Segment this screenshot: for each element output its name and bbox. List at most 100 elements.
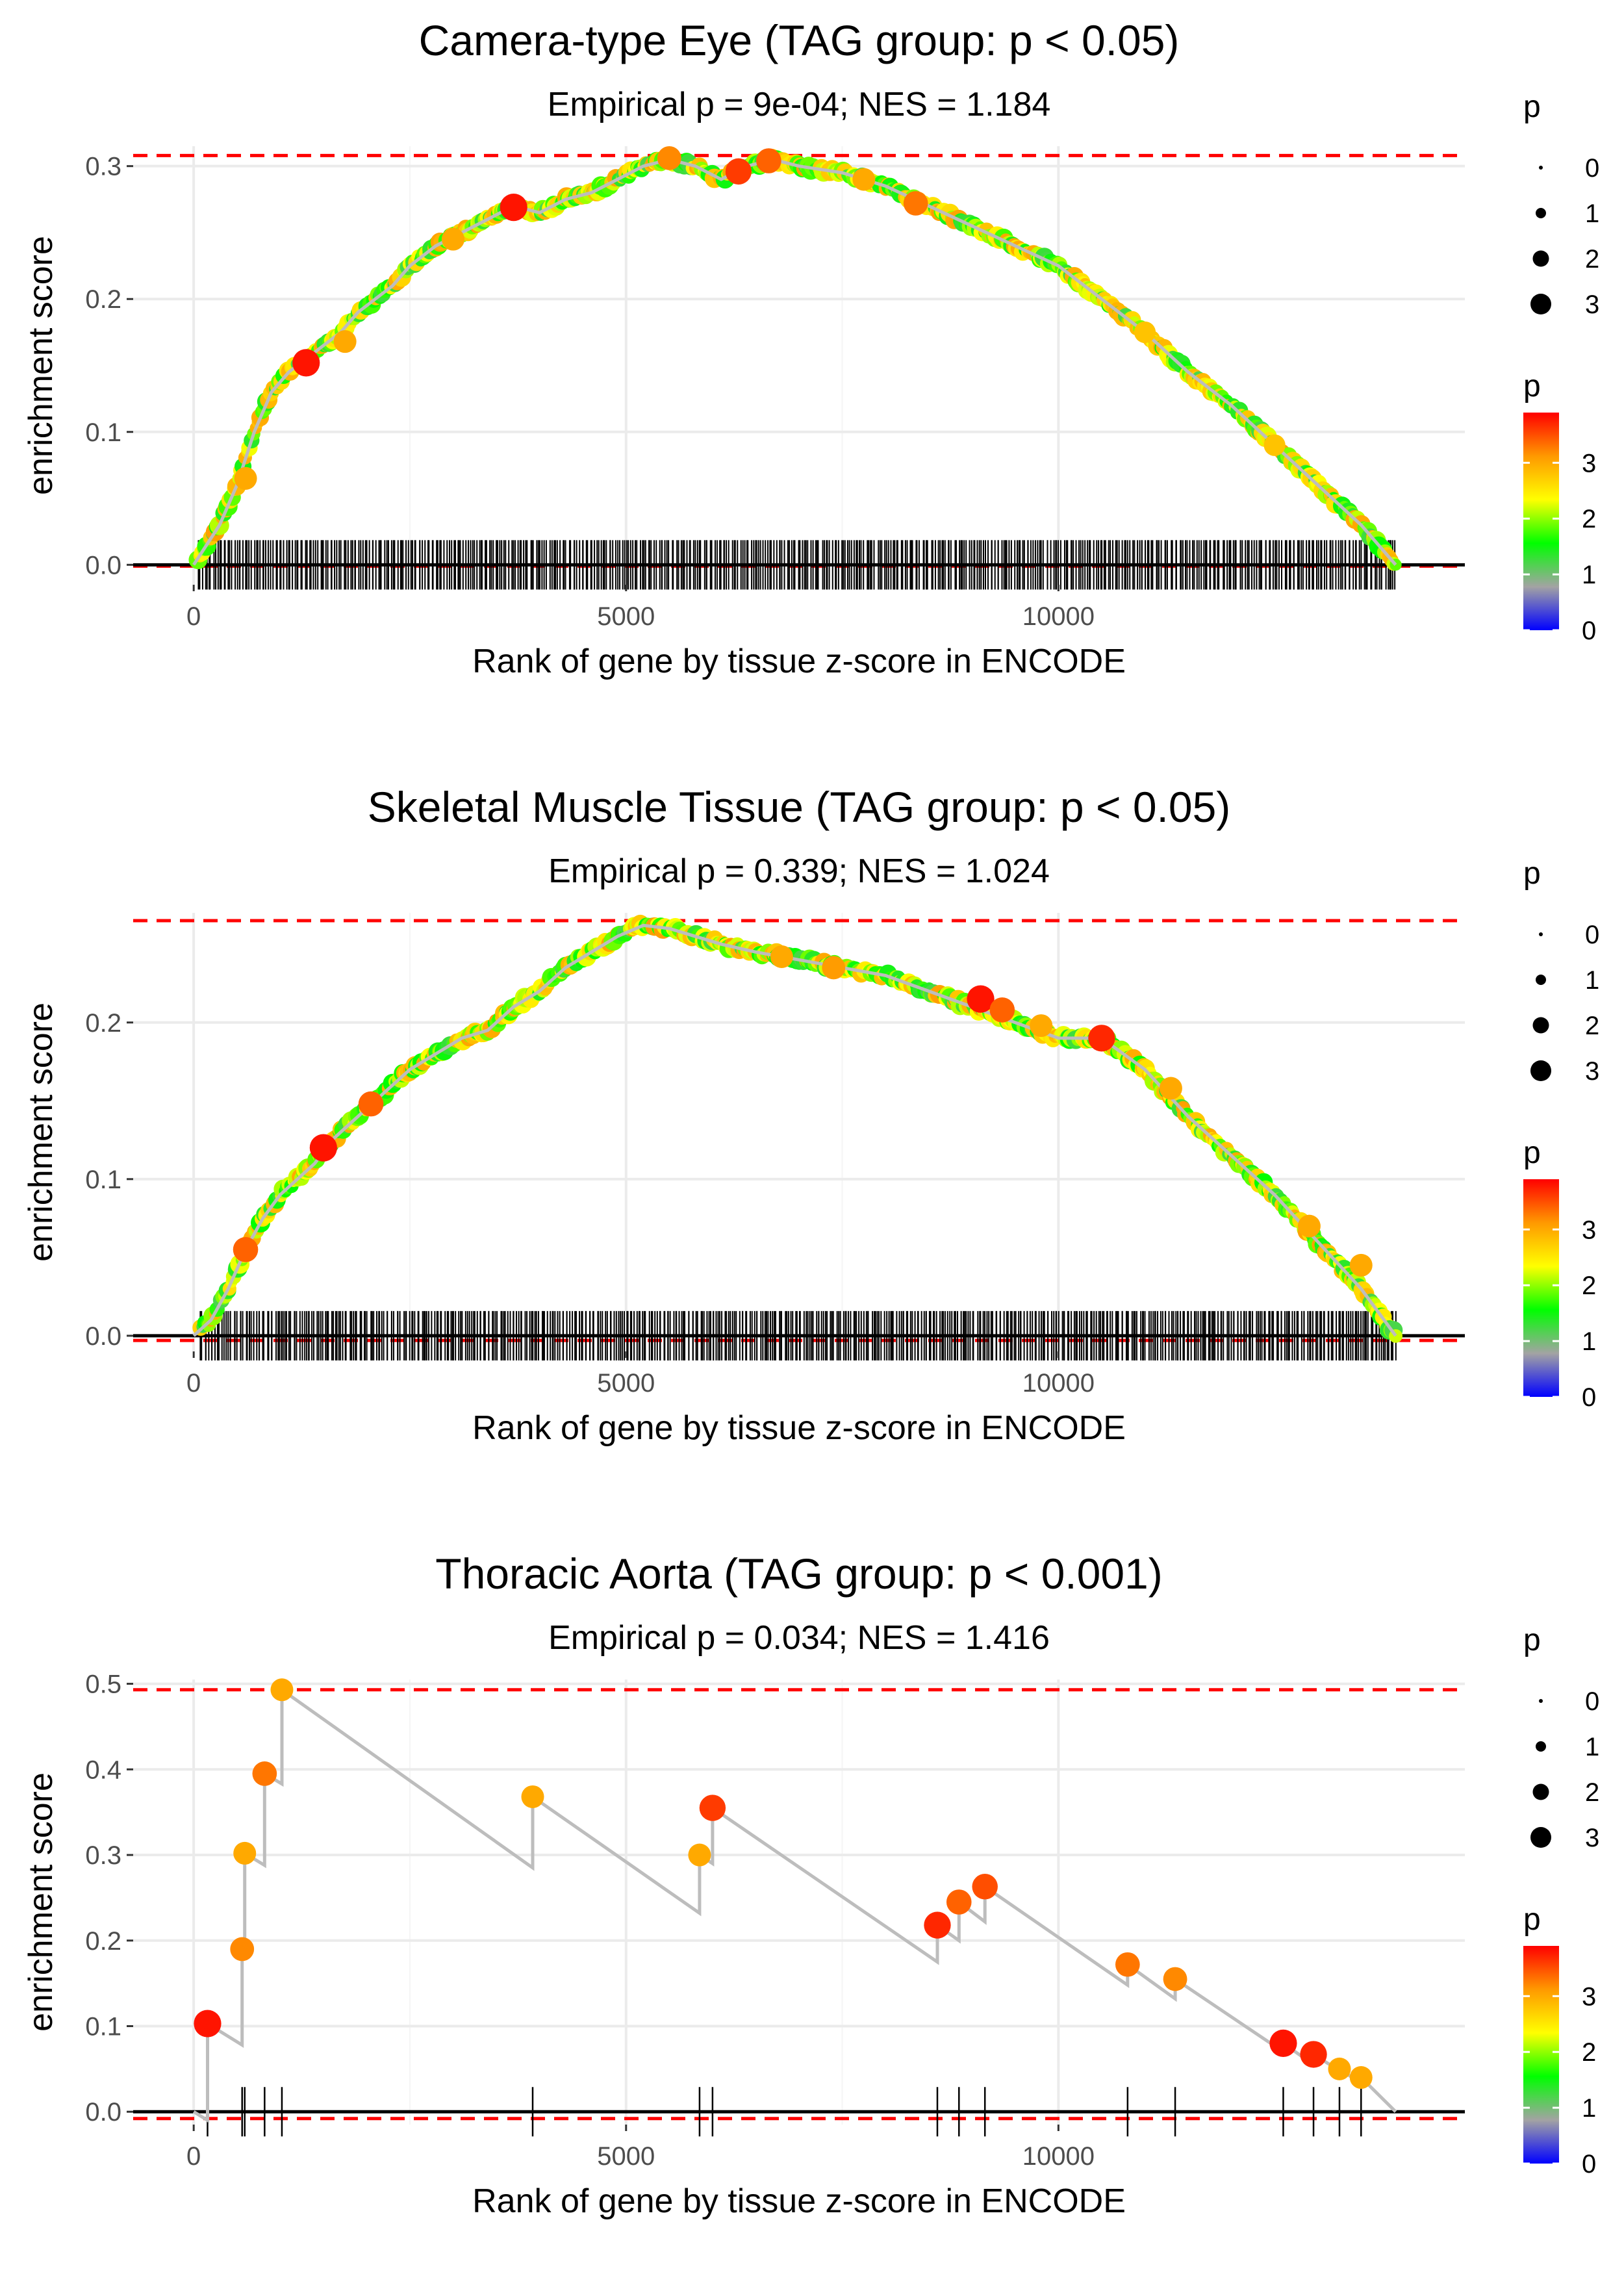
y-axis-label: enrichment score	[22, 1003, 60, 1262]
y-axis-label: enrichment score	[22, 1772, 60, 2032]
chart-title: Thoracic Aorta (TAG group: p < 0.001)	[435, 1550, 1163, 1598]
highlight-point	[1328, 2057, 1351, 2080]
highlight-point	[234, 466, 257, 490]
y-tick-label: 0.1	[85, 1166, 121, 1194]
size-legend-label: 2	[1585, 1012, 1599, 1040]
size-legend-dot	[1532, 1017, 1549, 1034]
highlight-point	[358, 1091, 384, 1117]
highlight-point	[822, 956, 846, 980]
x-axis-label: Rank of gene by tissue z-score in ENCODE	[472, 643, 1126, 680]
x-axis-label: Rank of gene by tissue z-score in ENCODE	[472, 2182, 1126, 2220]
highlight-point	[333, 330, 357, 353]
color-legend-label: 1	[1582, 561, 1596, 589]
highlight-point	[1269, 2029, 1297, 2057]
y-axis-label: enrichment score	[22, 236, 60, 495]
color-legend-label: 3	[1582, 449, 1596, 478]
x-tick-label: 10000	[1022, 602, 1095, 631]
highlight-point	[500, 193, 527, 222]
chart-title: Skeletal Muscle Tissue (TAG group: p < 0…	[368, 783, 1231, 831]
color-legend-label: 0	[1582, 617, 1596, 645]
x-tick-label: 0	[186, 1369, 201, 1398]
highlight-point	[233, 1841, 257, 1865]
highlight-point	[688, 1843, 711, 1867]
highlight-point	[699, 1795, 726, 1821]
highlight-point	[442, 227, 465, 251]
color-legend-bar	[1523, 1946, 1559, 2164]
x-tick-label: 10000	[1022, 1369, 1095, 1398]
chart-panel-1: Camera-type Eye (TAG group: p < 0.05) Emp…	[22, 16, 1599, 680]
highlight-point	[1300, 2041, 1327, 2068]
color-legend-label: 3	[1582, 1982, 1596, 2011]
size-legend-dot	[1532, 250, 1549, 267]
running-es-curve	[192, 1686, 1397, 2123]
color-legend-label: 3	[1582, 1216, 1596, 1244]
highlight-point	[852, 168, 876, 191]
x-tick-label: 0	[186, 602, 201, 631]
y-tick-label: 0.2	[85, 1927, 121, 1956]
size-legend-label: 1	[1585, 966, 1599, 995]
color-legend-bar	[1523, 413, 1559, 630]
y-tick-label: 0.3	[85, 1841, 121, 1870]
size-legend-dot	[1539, 932, 1543, 936]
highlight-point	[725, 158, 752, 185]
highlight-point	[1115, 1952, 1140, 1977]
size-legend-label: 3	[1585, 290, 1599, 319]
color-legend-label: 0	[1582, 1383, 1596, 1412]
highlight-point	[194, 2010, 222, 2038]
color-legend-label: 2	[1582, 505, 1596, 533]
x-tick-label: 5000	[597, 2142, 655, 2171]
size-legend-title: p	[1523, 1623, 1541, 1657]
x-tick-label: 10000	[1022, 2142, 1095, 2171]
chart-subtitle: Empirical p = 9e-04; NES = 1.184	[548, 86, 1051, 123]
chart-subtitle: Empirical p = 0.339; NES = 1.024	[548, 852, 1050, 890]
chart-panel-3: Thoracic Aorta (TAG group: p < 0.001) Emp…	[22, 1550, 1599, 2220]
size-legend-dot	[1539, 1699, 1543, 1703]
color-legend-label: 1	[1582, 1327, 1596, 1356]
highlight-point	[1349, 2066, 1373, 2089]
highlight-point	[989, 997, 1015, 1023]
color-legend-title: p	[1523, 1902, 1541, 1937]
highlight-point	[1134, 321, 1156, 343]
size-legend-dot	[1536, 208, 1546, 218]
highlight-point	[967, 985, 995, 1013]
highlight-point	[756, 148, 781, 173]
y-tick-label: 0.1	[85, 2013, 121, 2041]
size-legend-label: 2	[1585, 245, 1599, 274]
chart-panel-2: Skeletal Muscle Tissue (TAG group: p < 0…	[22, 783, 1599, 1447]
highlight-point	[230, 1937, 255, 1961]
highlight-point	[1349, 1253, 1373, 1277]
highlight-point	[270, 1678, 294, 1702]
size-legend-dot	[1539, 166, 1543, 170]
highlight-point	[1030, 1014, 1053, 1038]
size-legend-dot	[1532, 1783, 1549, 1800]
color-legend-title: p	[1523, 1136, 1541, 1170]
highlight-point	[1159, 1077, 1182, 1100]
highlight-point	[770, 945, 793, 968]
x-tick-label: 5000	[597, 1369, 655, 1398]
y-tick-label: 0.1	[85, 418, 121, 447]
y-tick-label: 0.5	[85, 1670, 121, 1699]
highlight-point	[292, 349, 320, 377]
highlight-point	[972, 1874, 998, 1900]
highlight-point	[252, 1761, 277, 1786]
running-es-curve	[192, 923, 1397, 1337]
size-legend-title: p	[1523, 856, 1541, 891]
highlight-point	[1088, 1025, 1115, 1052]
size-legend-dot	[1530, 1060, 1551, 1081]
color-legend-label: 1	[1582, 2094, 1596, 2123]
size-legend-label: 3	[1585, 1057, 1599, 1086]
highlight-point	[924, 1911, 951, 1939]
y-tick-label: 0.4	[85, 1756, 121, 1784]
size-legend-title: p	[1523, 90, 1541, 124]
highlight-point	[1163, 1967, 1187, 1991]
x-tick-label: 5000	[597, 602, 655, 631]
color-legend-bar	[1523, 1179, 1559, 1397]
size-legend-label: 0	[1585, 1687, 1599, 1716]
highlight-point	[521, 1785, 544, 1808]
color-legend-label: 2	[1582, 2038, 1596, 2067]
x-tick-label: 0	[186, 2142, 201, 2171]
y-tick-label: 0.2	[85, 1009, 121, 1038]
highlight-point	[903, 191, 928, 216]
y-tick-label: 0.2	[85, 285, 121, 314]
